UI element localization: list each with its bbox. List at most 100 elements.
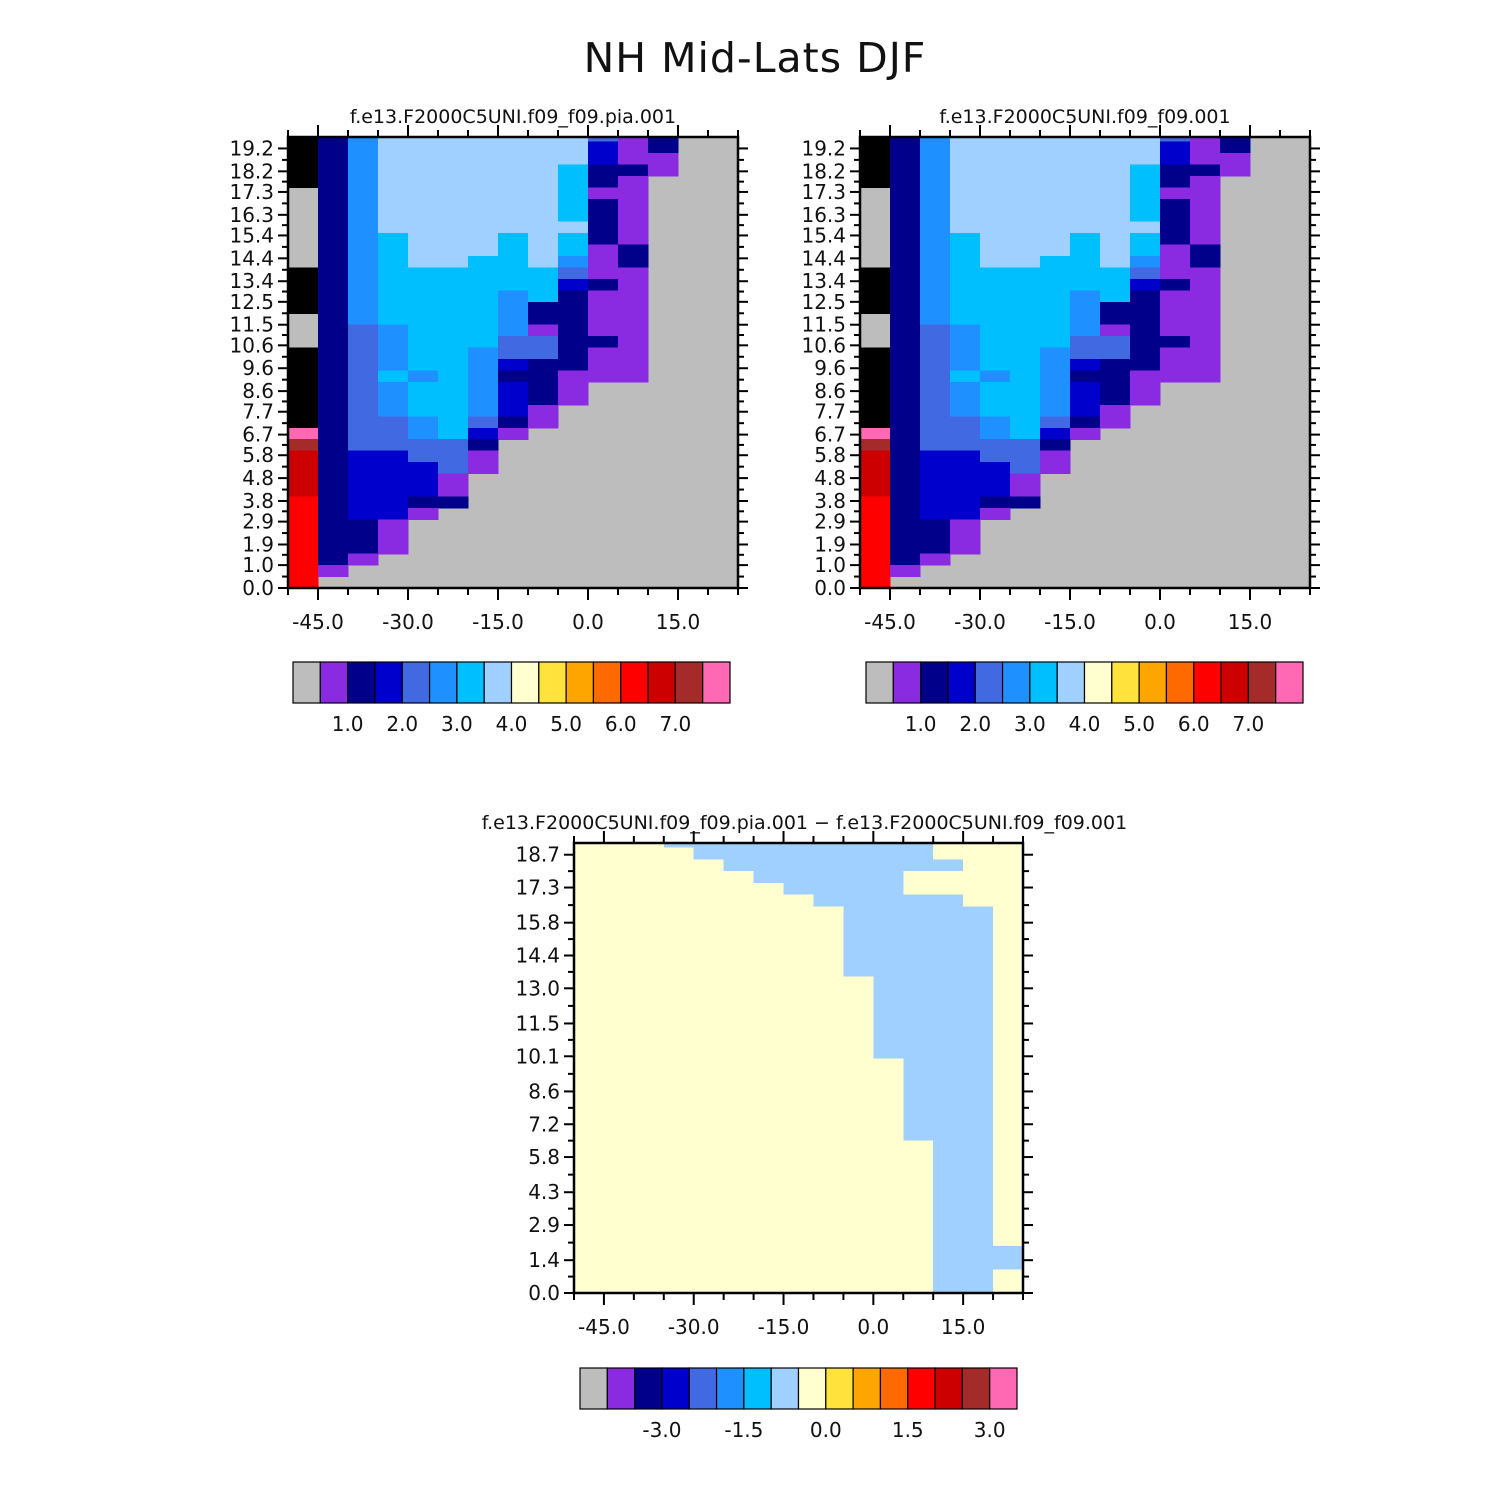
heatmap-cell — [963, 964, 994, 978]
heatmap-cell — [843, 1070, 874, 1083]
heatmap-cell — [993, 929, 1024, 943]
heatmap-cell — [1070, 256, 1101, 269]
heatmap-cell — [993, 1187, 1024, 1200]
heatmap-cell — [1070, 393, 1101, 406]
heatmap-cell — [1070, 381, 1101, 395]
heatmap-cell — [663, 1035, 695, 1048]
heatmap-cell — [903, 859, 934, 872]
heatmap-cell — [963, 1082, 994, 1095]
heatmap-cell — [574, 1023, 605, 1036]
heatmap-cell — [348, 484, 379, 498]
heatmap-cell — [498, 404, 529, 417]
heatmap-cell — [1190, 233, 1221, 246]
heatmap-cell — [993, 1246, 1024, 1259]
heatmap-cell — [1130, 324, 1161, 337]
heatmap-cell — [933, 843, 964, 849]
heatmap-cell — [860, 153, 891, 166]
heatmap-cell — [693, 843, 725, 849]
heatmap-cell — [980, 473, 1011, 486]
heatmap-cell — [1160, 187, 1191, 200]
heatmap-cell — [633, 1128, 665, 1142]
heatmap-cell — [574, 1210, 605, 1224]
colorbar-box — [1056, 661, 1086, 704]
heatmap-cell — [618, 336, 649, 349]
heatmap-cell — [408, 404, 439, 417]
heatmap-cell — [348, 519, 379, 532]
heatmap-cell — [1010, 313, 1041, 326]
heatmap-cell — [963, 1175, 994, 1189]
heatmap-cell — [843, 1011, 874, 1025]
heatmap-cell — [903, 1023, 934, 1036]
heatmap-cell — [438, 473, 469, 486]
heatmap-cell — [1130, 347, 1161, 360]
x-tick-label: -15.0 — [758, 1315, 810, 1339]
heatmap-cell — [528, 347, 559, 360]
heatmap-cell — [753, 1199, 785, 1212]
heatmap-cell — [813, 976, 844, 989]
heatmap-cell — [873, 1140, 904, 1153]
heatmap-cell — [288, 553, 319, 566]
heatmap-cell — [618, 301, 649, 314]
heatmap-cell — [693, 1082, 725, 1095]
heatmap-cell — [873, 1257, 904, 1271]
heatmap-cell — [993, 1175, 1024, 1189]
y-tick-label: 13.4 — [801, 269, 846, 293]
heatmap-cell — [903, 1281, 934, 1294]
heatmap-cell — [408, 267, 439, 280]
heatmap-cell — [633, 1070, 665, 1083]
heatmap-cell — [873, 882, 904, 896]
heatmap-cell — [348, 336, 379, 349]
heatmap-cell — [920, 256, 951, 269]
heatmap-cell — [1040, 347, 1071, 360]
heatmap-cell — [498, 381, 529, 395]
x-tick-label: -30.0 — [668, 1315, 720, 1339]
heatmap-cell — [993, 894, 1024, 907]
heatmap-cell — [378, 450, 409, 463]
heatmap-cell — [903, 1070, 934, 1083]
heatmap-cell — [890, 153, 921, 166]
heatmap-cell — [528, 233, 559, 246]
heatmap-cell — [933, 1222, 964, 1236]
heatmap-cell — [468, 416, 499, 429]
heatmap-cell — [618, 141, 649, 154]
heatmap-cell — [498, 370, 529, 383]
heatmap-cell — [1100, 198, 1131, 211]
heatmap-cell — [963, 1281, 994, 1294]
heatmap-cell — [663, 1140, 695, 1153]
heatmap-cell — [963, 894, 994, 907]
heatmap-cell — [1010, 198, 1041, 211]
heatmap-cell — [1190, 267, 1221, 280]
heatmap-cell — [950, 164, 981, 177]
colorbar-box — [456, 661, 485, 704]
heatmap-cell — [408, 137, 439, 143]
heatmap-cell — [1070, 221, 1101, 234]
heatmap-cell — [783, 1082, 815, 1095]
heatmap-cell — [1040, 221, 1071, 234]
heatmap-cell — [920, 473, 951, 486]
heatmap-cell — [528, 153, 559, 166]
heatmap-cell — [574, 871, 605, 884]
heatmap-cell — [378, 484, 409, 498]
heatmap-cell — [558, 153, 589, 166]
heatmap-cell — [723, 953, 755, 966]
heatmap-cell — [318, 141, 349, 154]
heatmap-cell — [348, 198, 379, 211]
heatmap-cell — [723, 964, 755, 978]
heatmap-cell — [890, 324, 921, 337]
heatmap-cell — [1070, 164, 1101, 177]
heatmap-cell — [873, 953, 904, 966]
heatmap-cell — [783, 859, 815, 872]
heatmap-cell — [1190, 198, 1221, 211]
colorbar-label: 3.0 — [1014, 712, 1046, 736]
heatmap-cell — [663, 918, 695, 931]
heatmap-cell — [890, 370, 921, 383]
heatmap-cell — [1130, 198, 1161, 211]
heatmap-cell — [890, 496, 921, 509]
heatmap-cell — [633, 1035, 665, 1048]
heatmap-cell — [783, 1164, 815, 1177]
heatmap-cell — [1190, 278, 1221, 291]
heatmap-cell — [860, 164, 891, 177]
heatmap-cell — [963, 918, 994, 931]
heatmap-cell — [348, 359, 379, 372]
heatmap-cell — [633, 1140, 665, 1153]
